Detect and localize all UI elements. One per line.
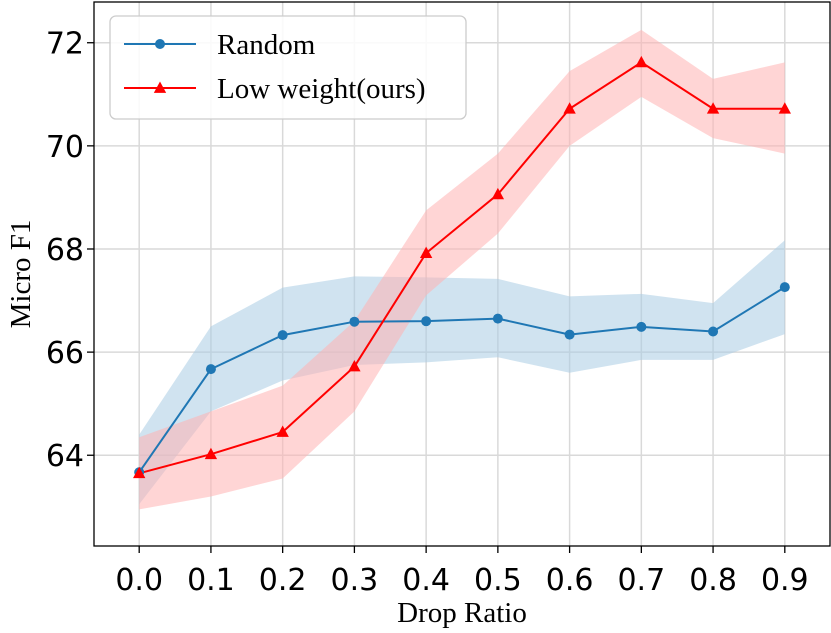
band-random — [139, 240, 785, 505]
x-axis-title: Drop Ratio — [397, 597, 527, 629]
x-axis-ticks: 0.0 0.1 0.2 0.3 0.4 0.5 0.6 0.7 0.8 0.9 — [115, 546, 809, 598]
series-lines — [138, 61, 786, 475]
x-tick-label: 0.6 — [546, 563, 594, 598]
y-tick-label: 66 — [46, 336, 84, 371]
point-low-weight-ours — [419, 246, 433, 258]
point-low-weight-ours — [778, 102, 791, 114]
x-tick-label: 0.3 — [331, 563, 379, 598]
legend-item-low-weight: Low weight(ours) — [124, 73, 426, 105]
x-tick-label: 0.8 — [689, 563, 737, 598]
x-tick-label: 0.9 — [761, 563, 809, 598]
y-axis-ticks: 64 66 68 70 72 — [46, 27, 94, 474]
point-low-weight-ours — [276, 425, 289, 437]
point-low-weight-ours — [706, 102, 720, 114]
x-tick-label: 0.7 — [617, 563, 665, 598]
x-tick-label: 0.1 — [187, 563, 235, 598]
point-low-weight-ours — [635, 55, 648, 68]
legend-label-random: Random — [217, 29, 316, 61]
point-low-weight-ours — [563, 102, 576, 114]
x-tick-label: 0.2 — [259, 563, 307, 598]
point-low-weight-ours — [133, 466, 146, 479]
point-random — [708, 326, 719, 337]
line-random — [138, 286, 786, 473]
legend-marker-random — [155, 39, 165, 49]
point-low-weight-ours — [204, 447, 218, 460]
point-random — [421, 316, 432, 327]
x-tick-label: 0.0 — [115, 563, 163, 598]
y-tick-label: 70 — [46, 130, 84, 165]
plot-frame — [93, 1, 831, 547]
y-tick-label: 68 — [46, 233, 84, 268]
y-tick-label: 64 — [46, 439, 84, 474]
y-axis-title: Micro F1 — [5, 220, 37, 329]
band-low-weight-ours — [139, 29, 785, 510]
point-random — [636, 321, 647, 332]
point-random — [492, 313, 503, 324]
series-markers — [133, 55, 791, 479]
point-random — [349, 316, 360, 327]
point-random — [277, 330, 288, 341]
confidence-bands — [139, 29, 785, 510]
legend-box — [109, 15, 467, 120]
point-low-weight-ours — [491, 187, 505, 200]
line-low-weight-ours — [138, 61, 785, 475]
legend-marker-low-weight — [153, 81, 167, 93]
y-tick-label: 72 — [46, 27, 84, 62]
legend-item-random: Random — [124, 29, 316, 61]
point-random — [779, 282, 790, 293]
point-low-weight-ours — [348, 360, 361, 372]
legend: Random Low weight(ours) — [109, 15, 467, 120]
legend-label-low-weight: Low weight(ours) — [217, 73, 426, 105]
point-random — [205, 364, 216, 375]
x-tick-label: 0.4 — [402, 563, 450, 598]
point-random — [564, 329, 575, 340]
x-tick-label: 0.5 — [474, 563, 522, 598]
